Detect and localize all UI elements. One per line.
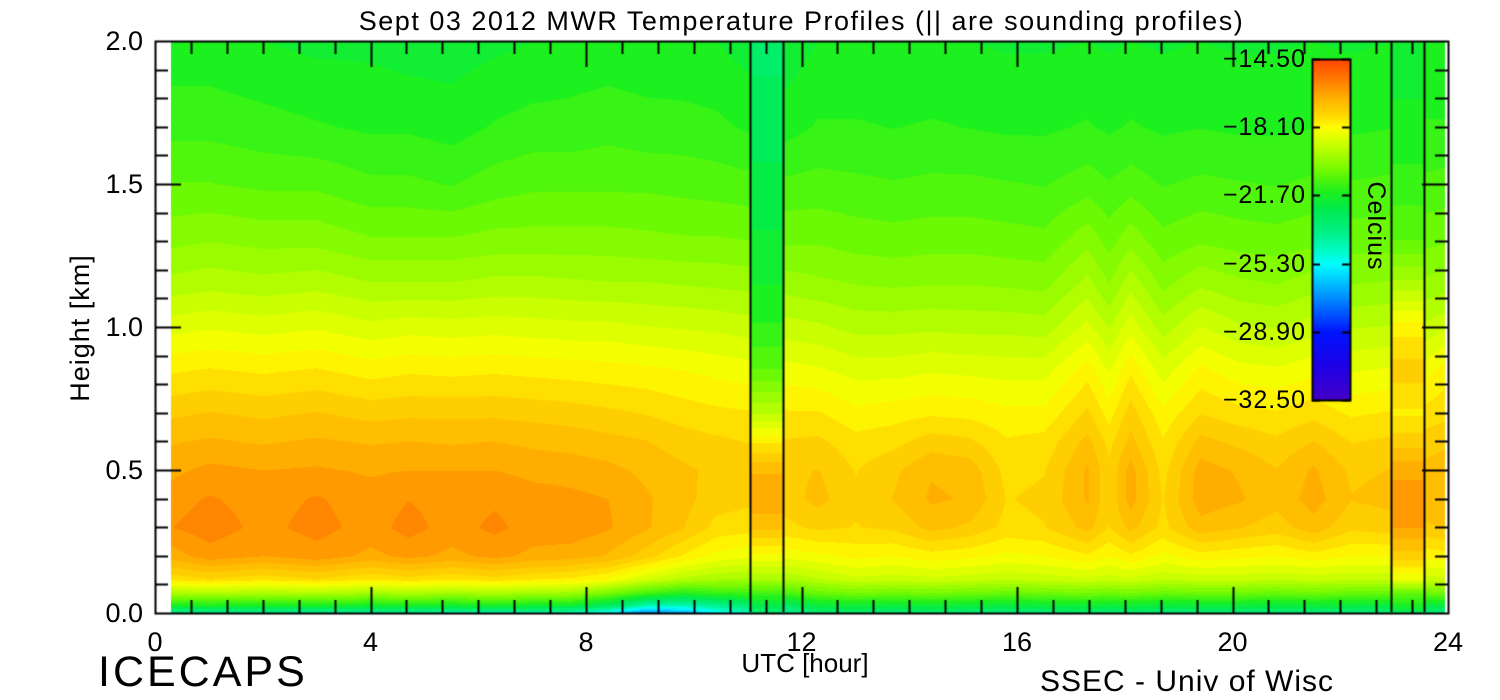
- y-tick-1.5: 1.5: [105, 169, 143, 199]
- y-tick-0.0: 0.0: [105, 598, 143, 628]
- project-name-icecaps: ICECAPS: [98, 648, 308, 696]
- colorbar-tick--25.3: −25.30: [1222, 249, 1306, 278]
- x-tick-4: 4: [362, 627, 379, 657]
- credit-ssec: SSEC - Univ of Wisc: [1040, 665, 1335, 698]
- x-tick-8: 8: [578, 627, 594, 657]
- y-tick-0.5: 0.5: [105, 455, 143, 485]
- colorbar-tick--32.5: −32.50: [1222, 386, 1306, 414]
- x-tick-20: 20: [1217, 627, 1248, 657]
- colorbar-tick--28.9: −28.90: [1222, 317, 1306, 346]
- page-title: Sept 03 2012 MWR Temperature Profiles (|…: [358, 6, 1245, 36]
- colorbar-tick--21.7: −21.70: [1222, 181, 1306, 210]
- x-tick-0: 0: [147, 627, 163, 657]
- y-tick-1.0: 1.0: [105, 312, 143, 342]
- x-tick-16: 16: [1001, 627, 1033, 657]
- x-axis-label: UTC [hour]: [741, 648, 869, 678]
- colorbar-tick--14.5: −14.50: [1222, 45, 1306, 73]
- x-tick-24: 24: [1432, 627, 1464, 657]
- x-tick-12: 12: [786, 627, 817, 657]
- y-tick-2.0: 2.0: [105, 26, 143, 56]
- colorbar-unit-label: Celcius: [1362, 181, 1390, 271]
- colorbar-tick--18.1: −18.10: [1222, 113, 1306, 142]
